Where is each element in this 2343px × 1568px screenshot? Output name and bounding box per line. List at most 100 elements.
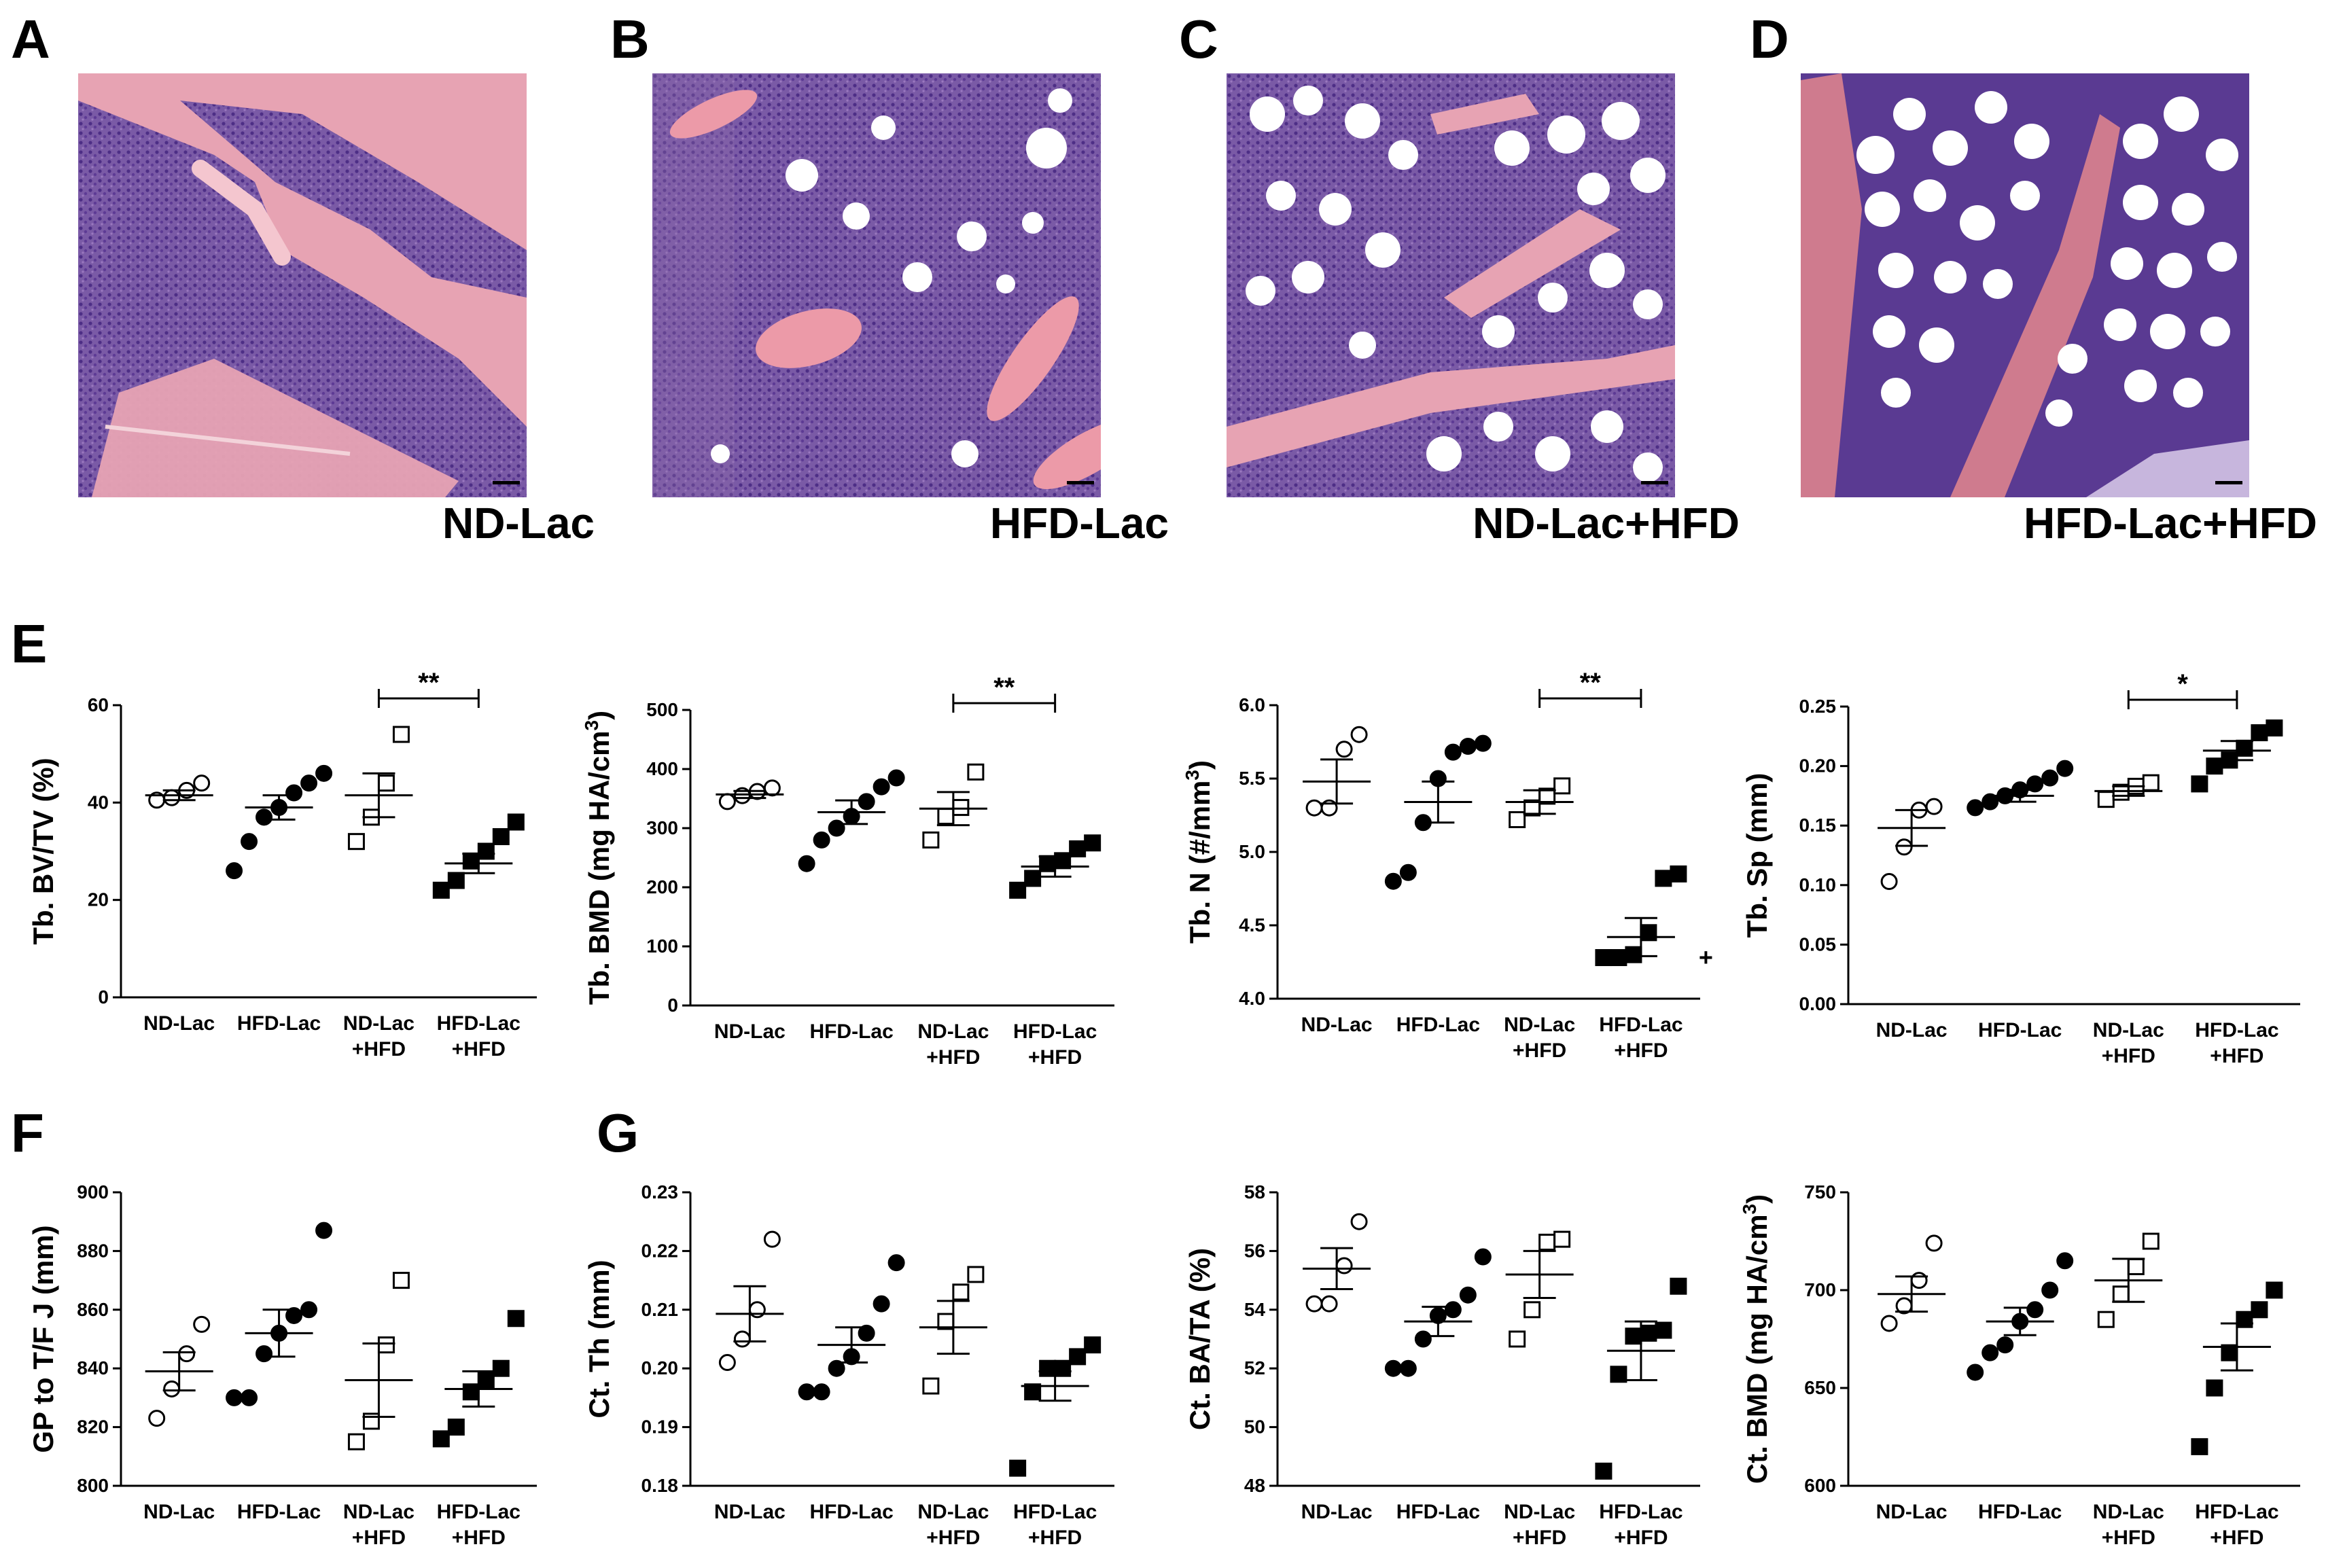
x-category-label: ND-Lac <box>2093 1019 2164 1041</box>
micrograph-label-hfd-lac: HFD-Lac <box>989 499 1169 548</box>
y-tick-label: 820 <box>77 1416 109 1438</box>
panel-letter-a: A <box>11 9 50 69</box>
data-point <box>813 831 830 849</box>
data-point <box>241 833 258 851</box>
y-axis-label: Tb. BV/TV (%) <box>27 758 59 944</box>
data-point <box>873 778 890 796</box>
data-point <box>1384 872 1402 890</box>
data-point <box>193 1315 211 1333</box>
significance-label: * <box>2177 669 2188 699</box>
y-tick-label: 880 <box>77 1240 109 1261</box>
data-point <box>1880 1315 1898 1332</box>
data-point <box>922 1377 940 1395</box>
data-point <box>447 1419 465 1436</box>
y-axis-label-superscript: 3 <box>581 720 602 731</box>
data-point <box>1538 1233 1556 1251</box>
y-axis-label-main: Ct. BA/TA (%) <box>1184 1248 1216 1430</box>
data-point <box>1925 1234 1943 1252</box>
y-tick-label: 0.10 <box>1799 874 1837 895</box>
y-tick-label: 0.22 <box>641 1240 679 1261</box>
data-point <box>887 769 905 787</box>
scatter-plot-2: 0 100 200 300 400 500 Tb. BMD (mg HA/cm3) ND-La… <box>581 673 1114 1069</box>
data-point <box>2056 760 2074 777</box>
data-point <box>347 833 365 851</box>
x-category-label: ND-Lac <box>1876 1019 1948 1041</box>
y-tick-label: 0.23 <box>641 1181 679 1202</box>
x-category-label: HFD-Lac <box>809 1020 893 1043</box>
y-tick-label: 56 <box>1244 1240 1265 1261</box>
data-point <box>2041 1281 2059 1299</box>
data-point <box>2097 791 2115 808</box>
data-point <box>2142 774 2160 791</box>
y-tick-label: 6.0 <box>1239 694 1265 715</box>
data-point <box>1967 799 1984 817</box>
data-point <box>1625 1328 1642 1345</box>
micrograph-label-nd-lac-hfd: ND-Lac+HFD <box>1473 499 1740 548</box>
x-category-label: HFD-Lac <box>1978 1501 2062 1523</box>
x-category-label: +HFD <box>2102 1527 2155 1549</box>
data-point <box>798 1383 815 1401</box>
y-axis-label-suffix: ) <box>583 711 615 720</box>
x-category-label: HFD-Lac <box>809 1501 893 1523</box>
significance-label: ** <box>418 668 440 698</box>
data-point <box>2191 1438 2208 1455</box>
data-point <box>718 793 736 810</box>
y-tick-label: 40 <box>88 791 109 813</box>
data-point <box>377 1336 395 1354</box>
data-point <box>226 1389 243 1406</box>
x-category-label: ND-Lac <box>143 1012 215 1035</box>
data-point <box>1967 1364 1984 1381</box>
scatter-plot-5: 800 820 840 860 880 900 GP to T/F J (mm) ND-Lac… <box>27 1181 537 1549</box>
data-point <box>1009 881 1027 899</box>
x-category-label: HFD-Lac <box>1013 1501 1097 1523</box>
x-category-label: +HFD <box>352 1527 406 1549</box>
data-point <box>285 784 303 802</box>
panel-letter-e: E <box>11 613 48 674</box>
data-point <box>148 1410 166 1427</box>
y-axis-label-main: Ct. BMD (mg HA/cm <box>1741 1214 1773 1484</box>
data-point <box>392 1272 410 1289</box>
panel-letter-b: B <box>610 9 650 69</box>
panel-letter-d: D <box>1750 9 1789 69</box>
y-tick-label: 0.15 <box>1799 815 1837 836</box>
data-point <box>2097 1311 2115 1328</box>
data-point <box>1925 798 1943 815</box>
data-point <box>1981 793 1999 810</box>
data-point <box>1024 870 1042 887</box>
x-category-label: ND-Lac <box>714 1501 786 1523</box>
data-point <box>763 779 781 797</box>
y-axis-label: Ct. Th (mm) <box>583 1260 615 1418</box>
panel-letter-c: C <box>1179 9 1218 69</box>
y-tick-label: 0.20 <box>641 1357 679 1378</box>
data-point <box>447 872 465 889</box>
y-tick-label: 300 <box>646 817 678 838</box>
x-category-label: HFD-Lac <box>437 1012 521 1035</box>
y-tick-label: 860 <box>77 1299 109 1320</box>
data-point <box>1084 1336 1102 1354</box>
data-point <box>1474 1248 1492 1266</box>
data-point <box>2191 775 2208 793</box>
data-point <box>2026 1301 2044 1319</box>
x-category-label: +HFD <box>1614 1039 1668 1062</box>
y-axis-label-main: Tb. BMD (mg HA/cm <box>583 730 615 1005</box>
data-point <box>952 799 970 817</box>
x-category-label: +HFD <box>1513 1527 1566 1549</box>
data-point <box>300 1301 318 1319</box>
y-tick-label: 4.0 <box>1239 988 1265 1009</box>
data-point <box>2266 719 2283 737</box>
data-point <box>392 726 410 743</box>
data-point <box>2206 758 2223 775</box>
x-category-label: ND-Lac <box>1504 1501 1575 1523</box>
data-point <box>2236 739 2253 757</box>
data-point <box>241 1389 258 1406</box>
data-point <box>1009 1459 1027 1477</box>
y-axis-label-superscript: 3 <box>1739 1204 1760 1215</box>
data-point <box>1670 1277 1687 1295</box>
y-axis-label: GP to T/F J (mm) <box>27 1225 59 1453</box>
data-point <box>828 1359 845 1377</box>
data-point <box>377 774 395 792</box>
data-point <box>256 808 273 826</box>
panel-letter-f: F <box>11 1103 44 1163</box>
data-point <box>1880 873 1898 891</box>
